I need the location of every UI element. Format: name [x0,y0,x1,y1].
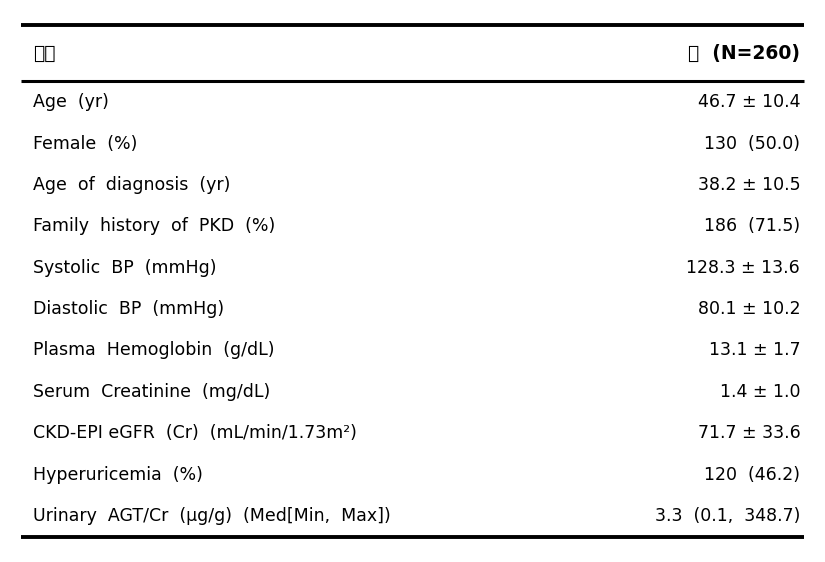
Text: 38.2 ± 10.5: 38.2 ± 10.5 [698,176,800,194]
Text: Serum  Creatinine  (mg/dL): Serum Creatinine (mg/dL) [33,383,271,401]
Text: 130  (50.0): 130 (50.0) [705,134,800,152]
Text: CKD-EPI eGFR  (Cr)  (mL/min/1.73m²): CKD-EPI eGFR (Cr) (mL/min/1.73m²) [33,424,357,442]
Text: Family  history  of  PKD  (%): Family history of PKD (%) [33,217,276,235]
Text: Hyperuricemia  (%): Hyperuricemia (%) [33,466,203,484]
Text: Systolic  BP  (mmHg): Systolic BP (mmHg) [33,259,216,277]
Text: 128.3 ± 13.6: 128.3 ± 13.6 [686,259,800,277]
Text: Plasma  Hemoglobin  (g/dL): Plasma Hemoglobin (g/dL) [33,342,275,360]
Text: Age  (yr): Age (yr) [33,93,109,111]
Text: 1.4 ± 1.0: 1.4 ± 1.0 [719,383,800,401]
Text: 80.1 ± 10.2: 80.1 ± 10.2 [698,300,800,318]
Text: 3.3  (0.1,  348.7): 3.3 (0.1, 348.7) [655,507,800,525]
Text: 71.7 ± 33.6: 71.7 ± 33.6 [697,424,800,442]
Text: Urinary  AGT/Cr  (μg/g)  (Med[Min,  Max]): Urinary AGT/Cr (μg/g) (Med[Min, Max]) [33,507,391,525]
Text: 46.7 ± 10.4: 46.7 ± 10.4 [698,93,800,111]
Text: 13.1 ± 1.7: 13.1 ± 1.7 [709,342,800,360]
Text: Age  of  diagnosis  (yr): Age of diagnosis (yr) [33,176,230,194]
Text: 항목: 항목 [33,44,55,63]
Text: 120  (46.2): 120 (46.2) [705,466,800,484]
Text: 값  (N=260): 값 (N=260) [688,44,800,63]
Text: Female  (%): Female (%) [33,134,138,152]
Text: 186  (71.5): 186 (71.5) [704,217,800,235]
Text: Diastolic  BP  (mmHg): Diastolic BP (mmHg) [33,300,224,318]
